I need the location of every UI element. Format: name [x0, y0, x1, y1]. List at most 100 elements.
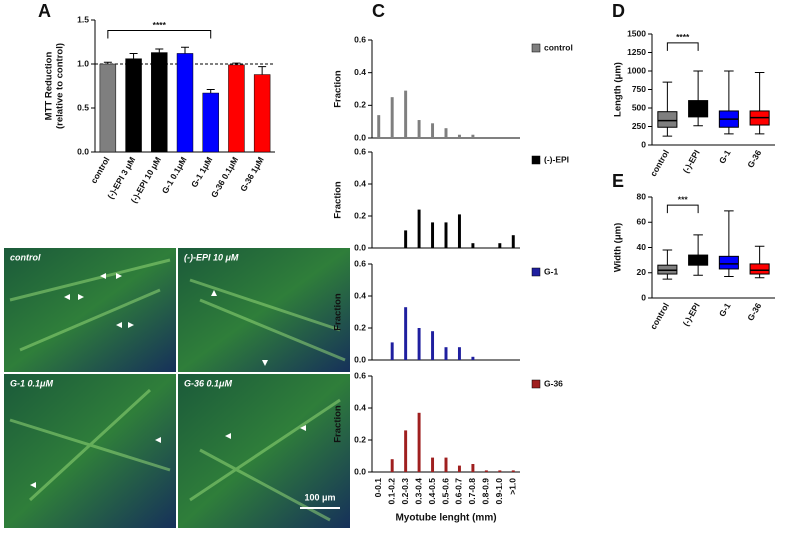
x-tick-label: G-36	[745, 301, 763, 323]
bar	[151, 52, 168, 153]
bar	[417, 209, 421, 248]
micrograph	[4, 374, 176, 528]
y-axis-label: Fraction	[333, 293, 344, 331]
y-tick-label: 60	[637, 217, 647, 227]
bar	[431, 331, 435, 360]
x-tick-label: 0.4-0.5	[427, 478, 437, 505]
y-tick-label: 0.4	[354, 290, 366, 300]
bar	[457, 214, 461, 248]
bar	[404, 230, 408, 248]
y-tick-label: 1500	[627, 28, 646, 38]
y-tick-label: 0.0	[77, 146, 89, 156]
bar	[404, 307, 408, 360]
y-tick-label: 0.2	[354, 210, 366, 220]
y-tick-label: 0.2	[354, 322, 366, 332]
bar	[417, 120, 421, 138]
bar	[377, 115, 381, 138]
y-axis-label: Fraction	[333, 181, 344, 219]
whisker	[662, 249, 673, 266]
y-tick-label: 500	[632, 102, 646, 112]
x-tick-label: 0.9-1.0	[494, 478, 504, 505]
whisker	[662, 81, 673, 112]
bar	[390, 459, 394, 472]
y-tick-label: 0.0	[354, 242, 366, 252]
y-tick-label: 0	[641, 139, 646, 149]
x-tick-label: control	[648, 301, 671, 331]
x-axis-label: Myotube lenght (mm)	[395, 513, 496, 524]
bar	[404, 90, 408, 138]
error-bar	[155, 48, 164, 53]
x-tick-label: 0-0.1	[373, 478, 383, 498]
bar	[125, 58, 142, 153]
significance-label: ****	[676, 32, 690, 42]
x-tick-label: 0.2-0.3	[400, 478, 410, 505]
y-tick-label: 0.2	[354, 100, 366, 110]
y-tick-label: 0.4	[354, 402, 366, 412]
bar	[228, 64, 245, 153]
x-tick-label: G-1 0.1μM	[160, 155, 189, 195]
bar	[457, 134, 461, 138]
micrograph-label: (-)-EPI 10 μM	[184, 252, 239, 262]
error-bar	[181, 46, 189, 54]
bar	[444, 347, 448, 360]
x-tick-label: >1.0	[508, 478, 518, 495]
significance-bracket	[107, 30, 212, 39]
significance-bracket	[666, 204, 699, 214]
y-tick-label: 0.6	[354, 34, 366, 44]
bar	[431, 123, 435, 138]
error-bar	[258, 66, 267, 75]
x-tick-label: G-36 1μM	[238, 155, 266, 193]
panel-label: C	[372, 1, 385, 21]
whisker	[754, 125, 765, 135]
whisker	[693, 234, 703, 256]
bar	[404, 430, 408, 472]
bar	[444, 457, 448, 472]
significance-label: ****	[153, 20, 167, 30]
bar	[471, 356, 475, 360]
bar	[444, 222, 448, 248]
y-tick-label: 1.0	[77, 58, 89, 68]
error-bar	[129, 52, 138, 59]
whisker	[662, 274, 673, 280]
y-tick-label: 250	[632, 121, 646, 131]
x-tick-label: G-1	[717, 148, 733, 166]
bar	[202, 92, 219, 153]
x-tick-label: 0.7-0.8	[467, 478, 477, 505]
x-tick-label: 0.8-0.9	[481, 478, 491, 505]
y-tick-label: 0.0	[354, 354, 366, 364]
panel-label: E	[612, 171, 624, 191]
y-tick-label: 0.0	[354, 466, 366, 476]
x-tick-label: (-)-EPI	[681, 301, 702, 328]
bar	[457, 347, 461, 360]
y-tick-label: 0.0	[354, 132, 366, 142]
y-tick-label: 0.4	[354, 178, 366, 188]
y-tick-label: 20	[637, 267, 647, 277]
y-tick-label: 0.5	[77, 102, 89, 112]
bar	[457, 465, 461, 472]
y-tick-label: 40	[637, 242, 647, 252]
legend-swatch	[531, 267, 541, 277]
bar	[511, 235, 515, 248]
whisker	[754, 245, 765, 264]
whisker	[724, 70, 734, 111]
y-tick-label: 0.2	[354, 434, 366, 444]
bar	[417, 328, 421, 360]
legend-swatch	[531, 379, 541, 389]
y-tick-label: 1000	[627, 65, 646, 75]
error-bar	[232, 62, 241, 65]
micrograph-label: G-36 0.1μM	[184, 378, 232, 388]
myotube-texture	[9, 258, 346, 522]
whisker	[754, 274, 765, 279]
y-tick-label: 0.4	[354, 67, 366, 77]
micrograph	[178, 248, 350, 372]
x-tick-label: G-1 1μM	[189, 155, 214, 189]
y-axis-label: (relative to control)	[55, 43, 66, 129]
error-bar	[206, 89, 215, 94]
bar	[511, 470, 515, 472]
legend-label: G-1	[544, 266, 558, 276]
y-tick-label: 1250	[627, 47, 646, 57]
x-tick-label: G-1	[717, 301, 733, 319]
bar	[498, 470, 502, 472]
box	[718, 255, 739, 270]
